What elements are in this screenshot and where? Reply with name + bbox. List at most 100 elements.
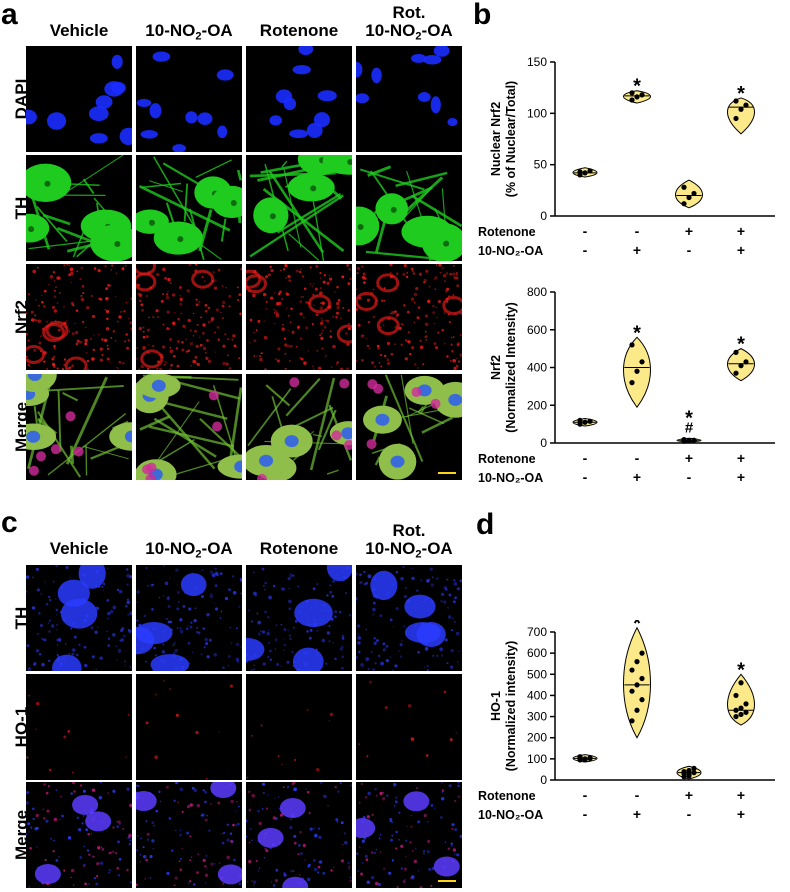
a-micrograph-nrf2-col1 (26, 264, 132, 370)
violin-group-3 (675, 179, 703, 209)
y-tick-label: 200 (527, 731, 547, 745)
a-micrograph-nrf2-col4 (356, 264, 462, 370)
oa-sign: + (633, 242, 641, 258)
data-point (681, 184, 687, 190)
significance-marker: * (633, 76, 641, 98)
significance-marker: * (737, 659, 745, 681)
data-point (639, 359, 645, 365)
a-micrograph-th-col3 (246, 155, 352, 261)
rotenone-sign: - (635, 223, 640, 239)
c-micrograph-merge-col1 (26, 782, 132, 888)
rotenone-sign: - (635, 450, 640, 466)
data-point (738, 711, 744, 718)
a-micrograph-nrf2-col2 (136, 264, 242, 370)
data-point (587, 755, 593, 762)
data-point (681, 771, 687, 777)
oa-sign: + (737, 469, 745, 485)
rotenone-sign: + (685, 450, 693, 466)
a-column-header-4: Rot. 10-NO2-OA (365, 3, 453, 43)
data-point (634, 707, 640, 713)
oa-label: 10-NO₂-OA (478, 244, 543, 258)
c-micrograph-merge-col4 (356, 782, 462, 888)
data-point (686, 438, 692, 444)
y-tick-label: 600 (527, 646, 547, 660)
data-point (639, 650, 645, 656)
oa-sign: - (583, 806, 588, 822)
y-tick-label: 800 (527, 285, 547, 299)
chart-nrf2-intensity: 0 200 400 600 800 Nrf2 (Normalized Intensity) -… (478, 285, 775, 485)
data-point (738, 705, 744, 711)
a-micrograph-dapi-col3 (246, 46, 352, 152)
a-column-header-3: Rotenone (259, 21, 339, 40)
data-point (738, 680, 744, 686)
y-tick-label: 50 (534, 158, 548, 172)
data-point (634, 94, 640, 100)
a-micrograph-dapi-col1 (26, 46, 132, 152)
data-point (681, 437, 687, 443)
significance-marker: * (633, 620, 641, 635)
data-point (629, 718, 635, 724)
y-tick-label: 700 (527, 625, 547, 639)
data-point (634, 659, 640, 665)
y-tick-label: 400 (527, 361, 547, 375)
oa-label: 10-NO₂-OA (478, 808, 543, 822)
c-column-header-3: Rotenone (259, 539, 339, 558)
data-point (639, 92, 645, 98)
data-point (691, 765, 697, 771)
data-point (743, 701, 749, 707)
data-point (577, 754, 583, 760)
data-point (733, 370, 739, 376)
data-point (733, 349, 739, 355)
data-point (691, 770, 697, 776)
data-point (629, 97, 635, 103)
data-point (577, 421, 583, 427)
data-point (639, 675, 645, 682)
rotenone-sign: - (583, 787, 588, 803)
data-point (733, 713, 739, 720)
y-axis-label: (Normalized intensity) (504, 641, 518, 772)
a-micrograph-merge-col2 (136, 374, 242, 480)
y-axis-label: (Normalized Intensity) (504, 302, 518, 433)
data-point (582, 757, 588, 763)
y-tick-label: 500 (527, 667, 547, 681)
panel-letter-b: b (473, 0, 492, 31)
c-micrograph-th-col2 (136, 565, 242, 671)
data-point (743, 359, 749, 365)
oa-sign: + (633, 806, 641, 822)
data-point (681, 201, 687, 207)
a-micrograph-dapi-col2 (136, 46, 242, 152)
data-point (587, 418, 593, 424)
data-point (634, 368, 640, 374)
y-tick-label: 0 (540, 436, 547, 450)
oa-label: 10-NO₂-OA (478, 471, 543, 485)
oa-sign: - (583, 469, 588, 485)
y-axis-label: Nrf2 (489, 355, 503, 380)
a-micrograph-merge-col4 (356, 374, 462, 480)
c-micrograph-ho-1-col3 (246, 674, 352, 780)
y-tick-label: 100 (527, 106, 547, 120)
significance-marker: * (737, 334, 745, 356)
a-column-header-2: 10-NO2-OA (145, 21, 233, 43)
data-point (629, 667, 635, 673)
oa-sign: + (633, 469, 641, 485)
y-tick-label: 150 (527, 55, 547, 69)
c-micrograph-ho-1-col1 (26, 674, 132, 780)
significance-marker: * (685, 407, 693, 429)
data-point (629, 380, 635, 386)
data-point (577, 417, 583, 423)
oa-sign: + (737, 242, 745, 258)
rotenone-sign: + (685, 787, 693, 803)
oa-sign: - (687, 469, 692, 485)
data-point (582, 170, 588, 176)
rotenone-label: Rotenone (478, 789, 536, 803)
data-point (686, 773, 692, 779)
a-micrograph-dapi-col4 (356, 46, 462, 152)
panel-letter-a: a (1, 0, 18, 31)
y-tick-label: 200 (527, 398, 547, 412)
a-micrograph-merge-col1 (26, 374, 132, 480)
data-point (582, 419, 588, 425)
y-tick-label: 400 (527, 688, 547, 702)
rotenone-label: Rotenone (478, 225, 536, 239)
data-point (733, 98, 739, 104)
data-point (587, 168, 593, 174)
